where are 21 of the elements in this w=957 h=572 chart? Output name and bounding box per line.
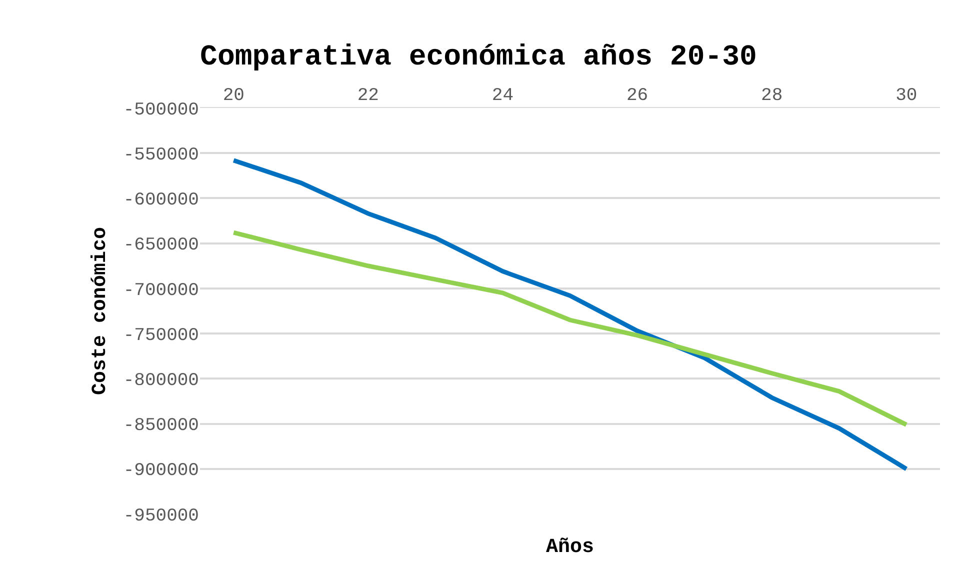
x-tick-label: 22	[357, 86, 379, 106]
y-tick-label: -950000	[123, 506, 199, 526]
line-series	[231, 158, 909, 472]
x-tick-label: 24	[492, 86, 514, 106]
x-tick-label: 30	[896, 86, 918, 106]
y-tick-label: -700000	[123, 280, 199, 301]
x-tick-label: 20	[222, 86, 244, 106]
y-tick-label: -750000	[123, 326, 199, 346]
x-tick-label: 28	[761, 86, 783, 106]
y-axis-title: Coste conómico	[88, 226, 112, 396]
line-series	[231, 230, 909, 427]
y-tick-label: -600000	[123, 190, 199, 211]
y-tick-label: -650000	[123, 236, 199, 256]
x-axis-title: Años	[546, 536, 594, 559]
x-tick-label: 26	[626, 86, 648, 106]
y-tick-label: -500000	[123, 100, 199, 120]
y-tick-label: -900000	[123, 461, 199, 482]
y-tick-label: -550000	[123, 145, 199, 166]
y-tick-label: -850000	[123, 416, 199, 436]
y-tick-label: -800000	[123, 370, 199, 391]
chart-title: Comparativa económica años 20-30	[200, 40, 757, 74]
